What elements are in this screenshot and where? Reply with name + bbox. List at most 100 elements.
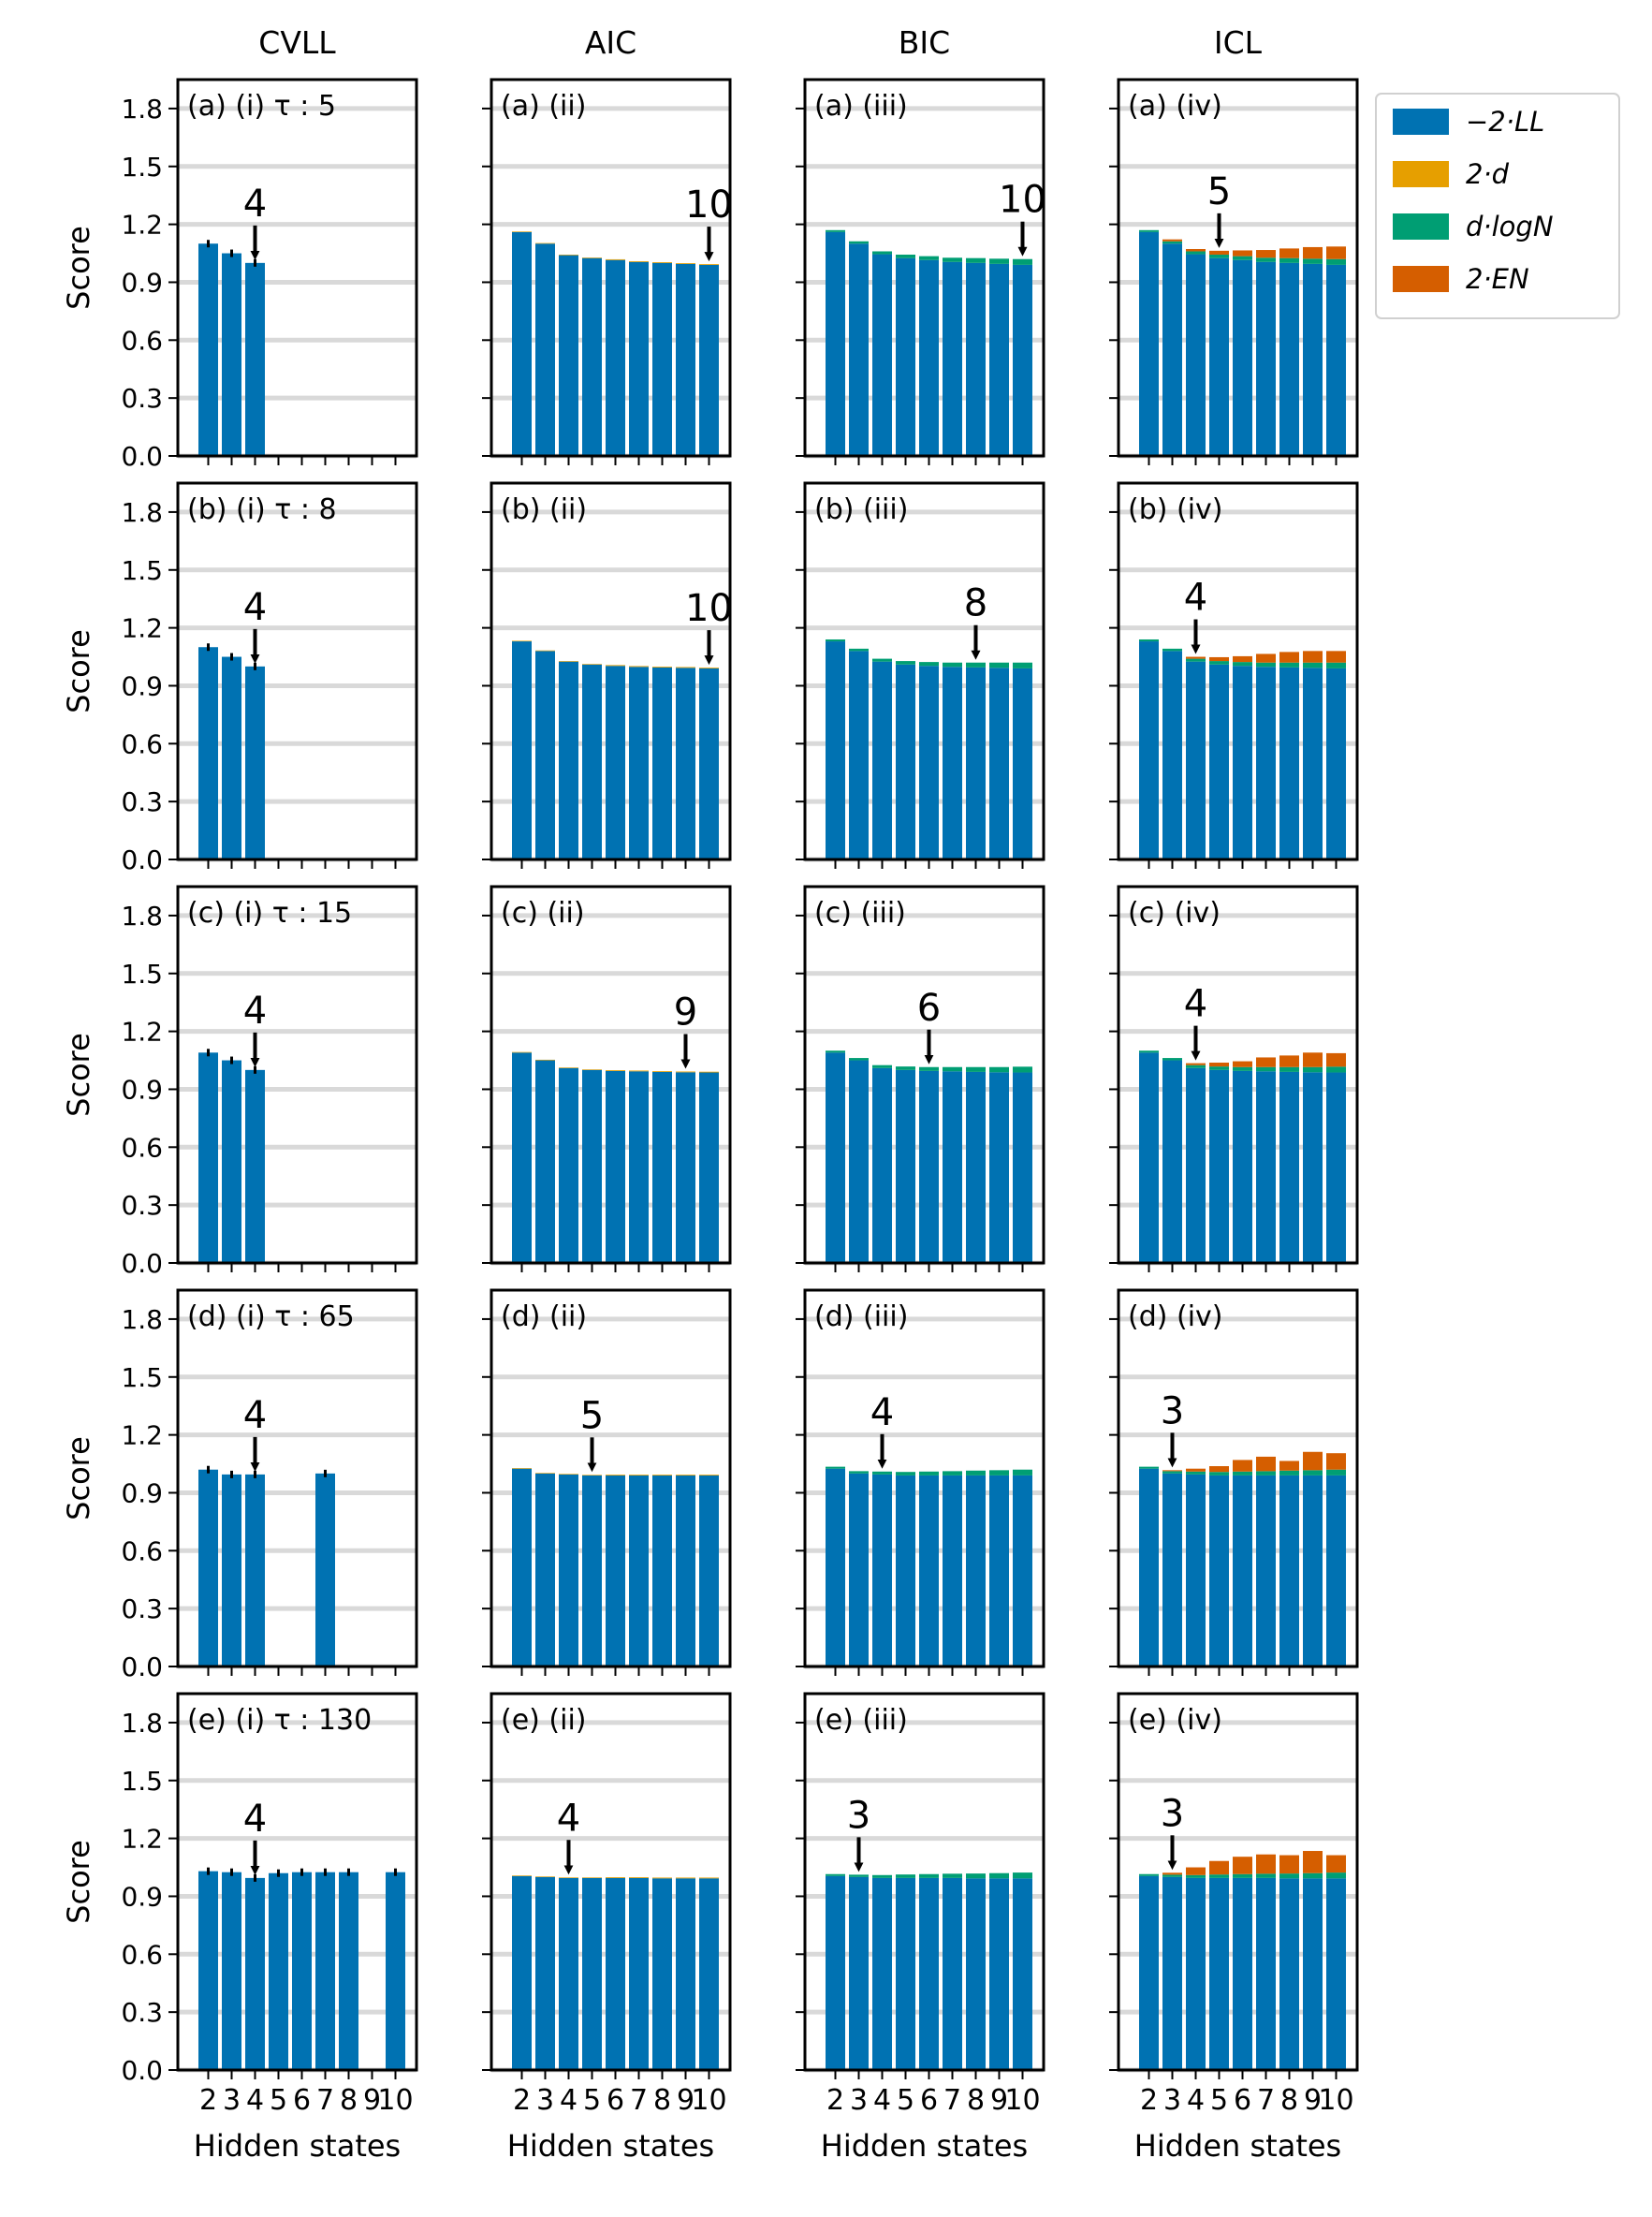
bar-segment [606,666,625,859]
bar-segment [966,1873,986,1879]
best-k-label: 3 [1161,1389,1184,1432]
bar-segment [1186,1471,1206,1475]
bar-segment [872,1874,892,1878]
x-tick-label: 4 [1187,2084,1205,2117]
bar-segment [559,1877,578,2070]
bar-segment [1233,259,1252,456]
bar-segment [1326,1066,1346,1073]
bar-segment [198,1052,218,1263]
panel: 4 (b) (i) τ : 8 0.0 0.3 0.6 0.9 1.2 1.5 1.8 Score [61,481,418,875]
bar-segment [1303,263,1323,456]
y-tick-label: 0.0 [121,1652,163,1682]
bar-segment [919,256,939,260]
bar-segment [629,260,649,262]
bar-segment [849,1471,869,1474]
bar-segment [1209,254,1229,258]
y-tick-label: 0.3 [121,786,163,817]
panel-frame [490,885,732,1265]
panel-frame [1117,1692,1359,2072]
panel: 4 (d) (iii) [796,1288,1045,1676]
panel-label: (c) (iii) [814,897,906,930]
bar-segment [652,1475,672,1666]
column-title: ICL [1214,24,1263,61]
bar-segment [198,1871,218,2070]
bar-segment [896,661,915,665]
bar-segment [1013,1066,1032,1073]
bar-segment [535,1473,555,1666]
panel-frame [803,885,1045,1265]
x-tick-label: 5 [270,2084,287,2117]
y-axis-label: Score [61,629,96,713]
panel-frame [1117,1288,1359,1668]
panel: 4 (a) (i) τ : 5 0.0 0.3 0.6 0.9 1.2 1.5 1.8 Score [61,78,418,472]
panel-frame [490,78,732,458]
x-tick-label: 2 [1140,2084,1158,2117]
bar-segment [535,1876,555,1877]
bar-segment [1233,666,1252,859]
bar-segment [1279,652,1299,663]
bar-segment [1303,1451,1323,1471]
y-tick-label: 1.5 [121,1362,163,1393]
bar-segment [652,667,672,859]
bar-segment [1279,1475,1299,1666]
y-tick-label: 0.6 [121,325,163,356]
best-k-label: 10 [999,179,1046,222]
bar-segment [582,257,602,456]
bar-segment [1279,667,1299,859]
bar-segment [919,662,939,667]
x-tick-label: 5 [897,2084,914,2117]
bar-segment [1209,656,1229,662]
bar-segment [1256,1873,1276,1878]
bar-segment [222,1474,241,1666]
bar-segment [1256,667,1276,859]
bar-segment [1162,1473,1182,1666]
bar-segment [512,1875,532,2070]
bar-segment [826,231,845,456]
bar-segment [652,1071,672,1263]
best-k-label: 9 [674,991,697,1034]
panel-frame [1117,78,1359,458]
bar-segment [269,1872,288,2070]
bar-segment [896,664,915,859]
best-k-label: 4 [1184,577,1207,620]
bar-segment [315,1872,335,2070]
y-axis-label: Score [61,1840,96,1924]
bar-segment [676,1072,695,1263]
bar-segment [989,1878,1009,2070]
bar-segment [826,1873,845,1876]
best-k-label: 4 [1184,983,1207,1026]
bar-segment [699,264,719,456]
bar-segment [1256,1066,1276,1072]
best-k-label: 4 [243,1798,267,1841]
bar-segment [1326,1872,1346,1879]
legend-swatch [1393,266,1449,292]
x-tick-label: 5 [583,2084,601,2117]
bar-segment [919,1475,939,1666]
bar-segment [1013,264,1032,456]
bar-segment [699,1475,719,1476]
bar-segment [582,1069,602,1070]
bar-segment [1186,1874,1206,1878]
bar-segment [1326,651,1346,663]
bar-segment [849,1874,869,1877]
bar-segment [1209,1472,1229,1476]
panel-frame [176,481,418,861]
y-tick-label: 1.8 [121,94,163,125]
bar-segment [339,1872,358,2070]
bar-segment [1209,1066,1229,1070]
legend-label: −2·LL [1466,106,1544,138]
bar-segment [559,1067,578,1068]
bar-segment [559,1474,578,1475]
bar-segment [896,254,915,258]
panel-frame [176,1692,418,2072]
bar-segment [872,658,892,662]
bar-segment [989,258,1009,264]
panel: 9 (c) (ii) [482,885,732,1272]
bar-segment [1162,243,1182,456]
bar-segment [1256,1071,1276,1263]
bar-segment [1139,1050,1159,1053]
bar-segment [1326,246,1346,259]
bar-segment [559,1877,578,1878]
panel: 10 (b) (ii) [482,481,733,869]
bar-segment [535,1059,555,1061]
